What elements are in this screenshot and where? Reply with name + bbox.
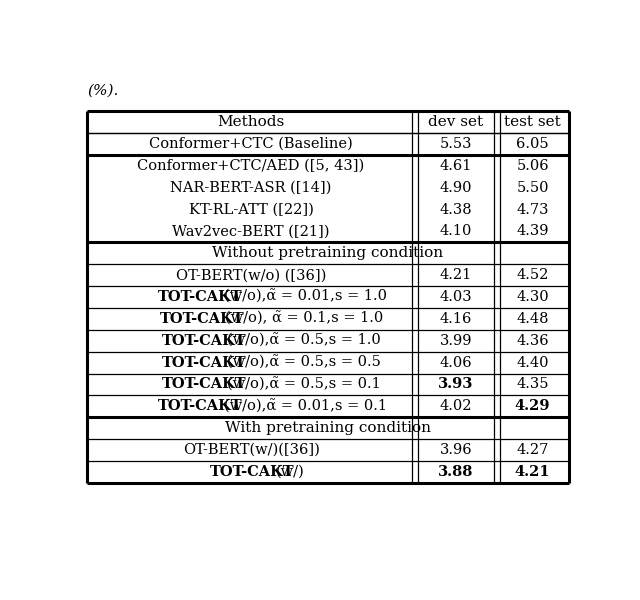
Text: 4.38: 4.38 — [440, 203, 472, 217]
Text: 3.93: 3.93 — [438, 377, 474, 391]
Text: 4.21: 4.21 — [515, 465, 550, 479]
Text: Conformer+CTC (Baseline): Conformer+CTC (Baseline) — [149, 137, 353, 151]
Text: 4.39: 4.39 — [516, 224, 549, 238]
Text: 4.06: 4.06 — [440, 356, 472, 370]
Text: 4.16: 4.16 — [440, 312, 472, 326]
Text: 5.50: 5.50 — [516, 181, 549, 195]
Text: Without pretraining condition: Without pretraining condition — [212, 247, 444, 260]
Text: TOT-CAKT: TOT-CAKT — [162, 377, 246, 391]
Text: With pretraining condition: With pretraining condition — [225, 421, 431, 435]
Text: 4.35: 4.35 — [516, 377, 549, 391]
Text: 4.02: 4.02 — [440, 399, 472, 413]
Text: (%).: (%). — [88, 83, 119, 98]
Text: Conformer+CTC/AED ([5, 43]): Conformer+CTC/AED ([5, 43]) — [138, 159, 365, 173]
Text: TOT-CAKT: TOT-CAKT — [210, 465, 294, 479]
Text: (w/o),α̃ = 0.5,s = 1.0: (w/o),α̃ = 0.5,s = 1.0 — [227, 334, 381, 348]
Text: 4.10: 4.10 — [440, 224, 472, 238]
Text: NAR-BERT-ASR ([14]): NAR-BERT-ASR ([14]) — [170, 181, 332, 195]
Text: 4.48: 4.48 — [516, 312, 549, 326]
Text: 4.29: 4.29 — [515, 399, 550, 413]
Text: 4.73: 4.73 — [516, 203, 549, 217]
Text: 4.21: 4.21 — [440, 268, 472, 282]
Text: 5.06: 5.06 — [516, 159, 549, 173]
Text: 5.53: 5.53 — [440, 137, 472, 151]
Text: OT-BERT(w/o) ([36]): OT-BERT(w/o) ([36]) — [176, 268, 326, 282]
Text: (w/o),α̃ = 0.01,s = 1.0: (w/o),α̃ = 0.01,s = 1.0 — [223, 290, 387, 304]
Text: TOT-CAKT: TOT-CAKT — [160, 312, 244, 326]
Text: (w/): (w/) — [276, 465, 305, 479]
Text: 4.30: 4.30 — [516, 290, 549, 304]
Text: 4.61: 4.61 — [440, 159, 472, 173]
Text: KT-RL-ATT ([22]): KT-RL-ATT ([22]) — [189, 203, 314, 217]
Text: (w/o),α̃ = 0.5,s = 0.5: (w/o),α̃ = 0.5,s = 0.5 — [227, 355, 381, 370]
Text: Wav2vec-BERT ([21]): Wav2vec-BERT ([21]) — [172, 224, 330, 238]
Text: 3.88: 3.88 — [438, 465, 474, 479]
Text: 6.05: 6.05 — [516, 137, 549, 151]
Text: dev set: dev set — [428, 115, 483, 129]
Text: TOT-CAKT: TOT-CAKT — [162, 334, 246, 348]
Text: 4.52: 4.52 — [516, 268, 548, 282]
Text: TOT-CAKT: TOT-CAKT — [161, 356, 246, 370]
Text: 4.03: 4.03 — [440, 290, 472, 304]
Text: OT-BERT(w/)([36]): OT-BERT(w/)([36]) — [182, 443, 319, 457]
Text: test set: test set — [504, 115, 561, 129]
Text: 4.90: 4.90 — [440, 181, 472, 195]
Text: 4.27: 4.27 — [516, 443, 548, 457]
Text: Methods: Methods — [218, 115, 285, 129]
Text: TOT-CAKT: TOT-CAKT — [158, 290, 243, 304]
Text: 3.99: 3.99 — [440, 334, 472, 348]
Text: (w/o), α̃ = 0.1,s = 1.0: (w/o), α̃ = 0.1,s = 1.0 — [225, 312, 384, 326]
Text: TOT-CAKT: TOT-CAKT — [158, 399, 243, 413]
Text: 4.36: 4.36 — [516, 334, 549, 348]
Text: (w/o),α̃ = 0.01,s = 0.1: (w/o),α̃ = 0.01,s = 0.1 — [223, 399, 387, 413]
Text: 3.96: 3.96 — [440, 443, 472, 457]
Text: 4.40: 4.40 — [516, 356, 549, 370]
Text: (w/o),α̃ = 0.5,s = 0.1: (w/o),α̃ = 0.5,s = 0.1 — [227, 377, 381, 392]
